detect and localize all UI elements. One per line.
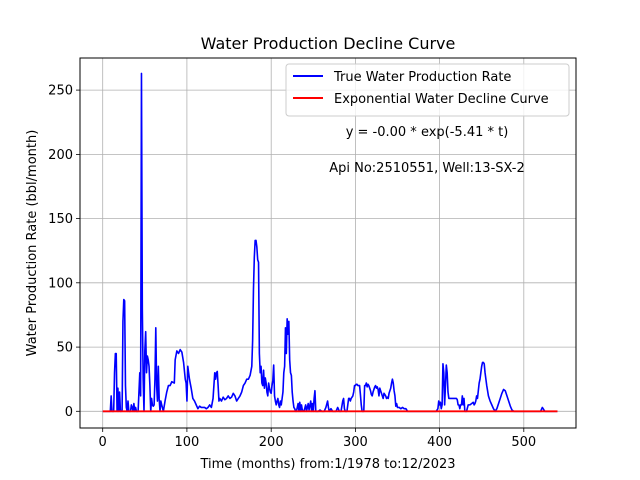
y-tick-label: 250: [48, 84, 73, 99]
chart-title: Water Production Decline Curve: [201, 34, 456, 53]
x-tick-label: 100: [174, 435, 199, 450]
equation-annotation: y = -0.00 * exp(-5.41 * t): [346, 125, 509, 140]
series-true-water-production-rate: [102, 72, 558, 413]
y-tick-label: 50: [56, 341, 73, 356]
legend: True Water Production Rate Exponential W…: [285, 63, 570, 117]
y-tick-label: 0: [65, 405, 73, 420]
axis-ticks: 0 100 200 300 400 500 0 50 100 150 200 250: [48, 84, 536, 450]
plot-frame: [79, 57, 577, 429]
y-tick-label: 100: [48, 276, 73, 291]
well-annotation: Api No:2510551, Well:13-SX-2: [329, 161, 525, 176]
y-tick-label: 200: [48, 148, 73, 163]
x-tick-label: 300: [343, 435, 368, 450]
x-tick-label: 500: [511, 435, 536, 450]
legend-box: [285, 63, 570, 117]
legend-label-true-rate: True Water Production Rate: [333, 70, 511, 85]
plot-lines: [102, 72, 558, 413]
x-axis-label: Time (months) from:1/1978 to:12/2023: [199, 457, 455, 472]
y-axis-label: Water Production Rate (bbl/month): [25, 130, 40, 357]
x-tick-label: 0: [99, 435, 107, 450]
y-tick-label: 150: [48, 212, 73, 227]
legend-label-decline-curve: Exponential Water Decline Curve: [334, 92, 549, 107]
x-tick-label: 200: [259, 435, 284, 450]
x-tick-label: 400: [427, 435, 452, 450]
